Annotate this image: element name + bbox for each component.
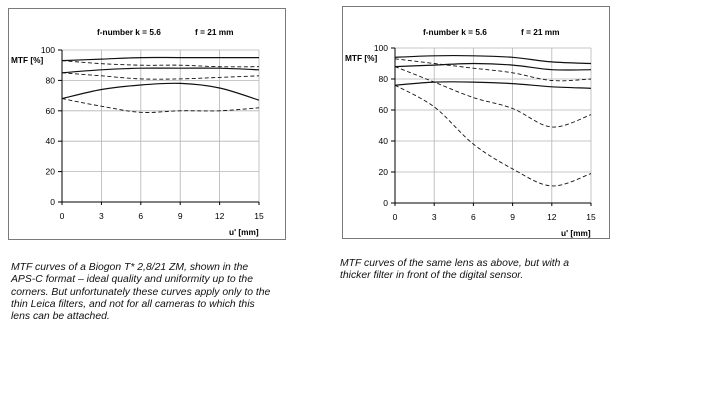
right-y-tick-label: 80: [379, 74, 389, 84]
left-x-tick-label: 15: [254, 211, 264, 221]
right-x-tick-label: 15: [586, 212, 596, 222]
right-y-axis-label: MTF [%]: [345, 53, 377, 63]
right-x-axis-label: u' [mm]: [561, 228, 591, 238]
left-y-axis-label: MTF [%]: [11, 55, 43, 65]
left-series-line-5-solid: [61, 82, 260, 101]
right-y-tick-label: 40: [379, 136, 389, 146]
left-x-tick-label: 6: [138, 211, 143, 221]
left-header-focal: f = 21 mm: [195, 27, 234, 37]
right-y-tick-label: 0: [383, 198, 388, 208]
left-x-tick-label: 0: [60, 211, 65, 221]
right-y-tick-label: 20: [379, 167, 389, 177]
right-x-tick-label: 6: [471, 212, 476, 222]
right-header-fnumber: f-number k = 5.6: [423, 27, 487, 37]
left-y-tick-label: 40: [46, 136, 56, 146]
right-series-line-1-solid: [394, 54, 592, 65]
right-y-tick-label: 100: [374, 43, 388, 53]
left-y-tick-label: 100: [41, 45, 55, 55]
left-series-line-3-solid: [61, 67, 260, 74]
right-series-line-4-dashed: [394, 58, 592, 82]
left-y-tick-label: 0: [50, 197, 55, 207]
right-x-tick-label: 0: [393, 212, 398, 222]
right-x-tick-label: 3: [432, 212, 437, 222]
left-x-tick-label: 12: [215, 211, 225, 221]
right-series-line-2-solid: [394, 62, 592, 71]
left-x-tick-label: 3: [99, 211, 104, 221]
mtf-chart-right-svg: f-number k = 5.6 f = 21 mm 0 20 40 60 80 100 0 3 6…: [345, 27, 596, 238]
caption-left: MTF curves of a Biogon T* 2,8/21 ZM, sho…: [11, 262, 271, 323]
left-series-line-6-dashed: [61, 98, 260, 113]
left-x-axis-label: u' [mm]: [229, 227, 259, 237]
right-series-line-3-solid: [394, 81, 592, 89]
left-y-tick-label: 60: [46, 106, 56, 116]
left-x-tick-label: 9: [178, 211, 183, 221]
left-y-tick-label: 80: [46, 75, 56, 85]
caption-right: MTF curves of the same lens as above, bu…: [340, 258, 570, 282]
mtf-chart-right: f-number k = 5.6 f = 21 mm 0 20 40 60 80 100 0 3 6…: [342, 6, 610, 239]
left-series-line-4-dashed: [61, 72, 260, 80]
mtf-chart-left: f-number k = 5.6 f = 21 mm 0 20 40 60 80 100 0 3 6…: [8, 8, 286, 240]
left-series-line-1-solid: [61, 56, 259, 62]
right-series-line-5-dashed: [394, 66, 592, 128]
left-header-fnumber: f-number k = 5.6: [97, 27, 161, 37]
left-series-line-2-dashed: [61, 60, 260, 68]
right-y-tick-label: 60: [379, 105, 389, 115]
right-series-line-6-dashed: [394, 84, 592, 187]
right-x-tick-label: 12: [547, 212, 557, 222]
right-header-focal: f = 21 mm: [521, 27, 560, 37]
right-x-tick-label: 9: [510, 212, 515, 222]
mtf-chart-left-svg: f-number k = 5.6 f = 21 mm 0 20 40 60 80 100 0 3 6…: [11, 27, 264, 237]
left-y-tick-label: 20: [46, 167, 56, 177]
